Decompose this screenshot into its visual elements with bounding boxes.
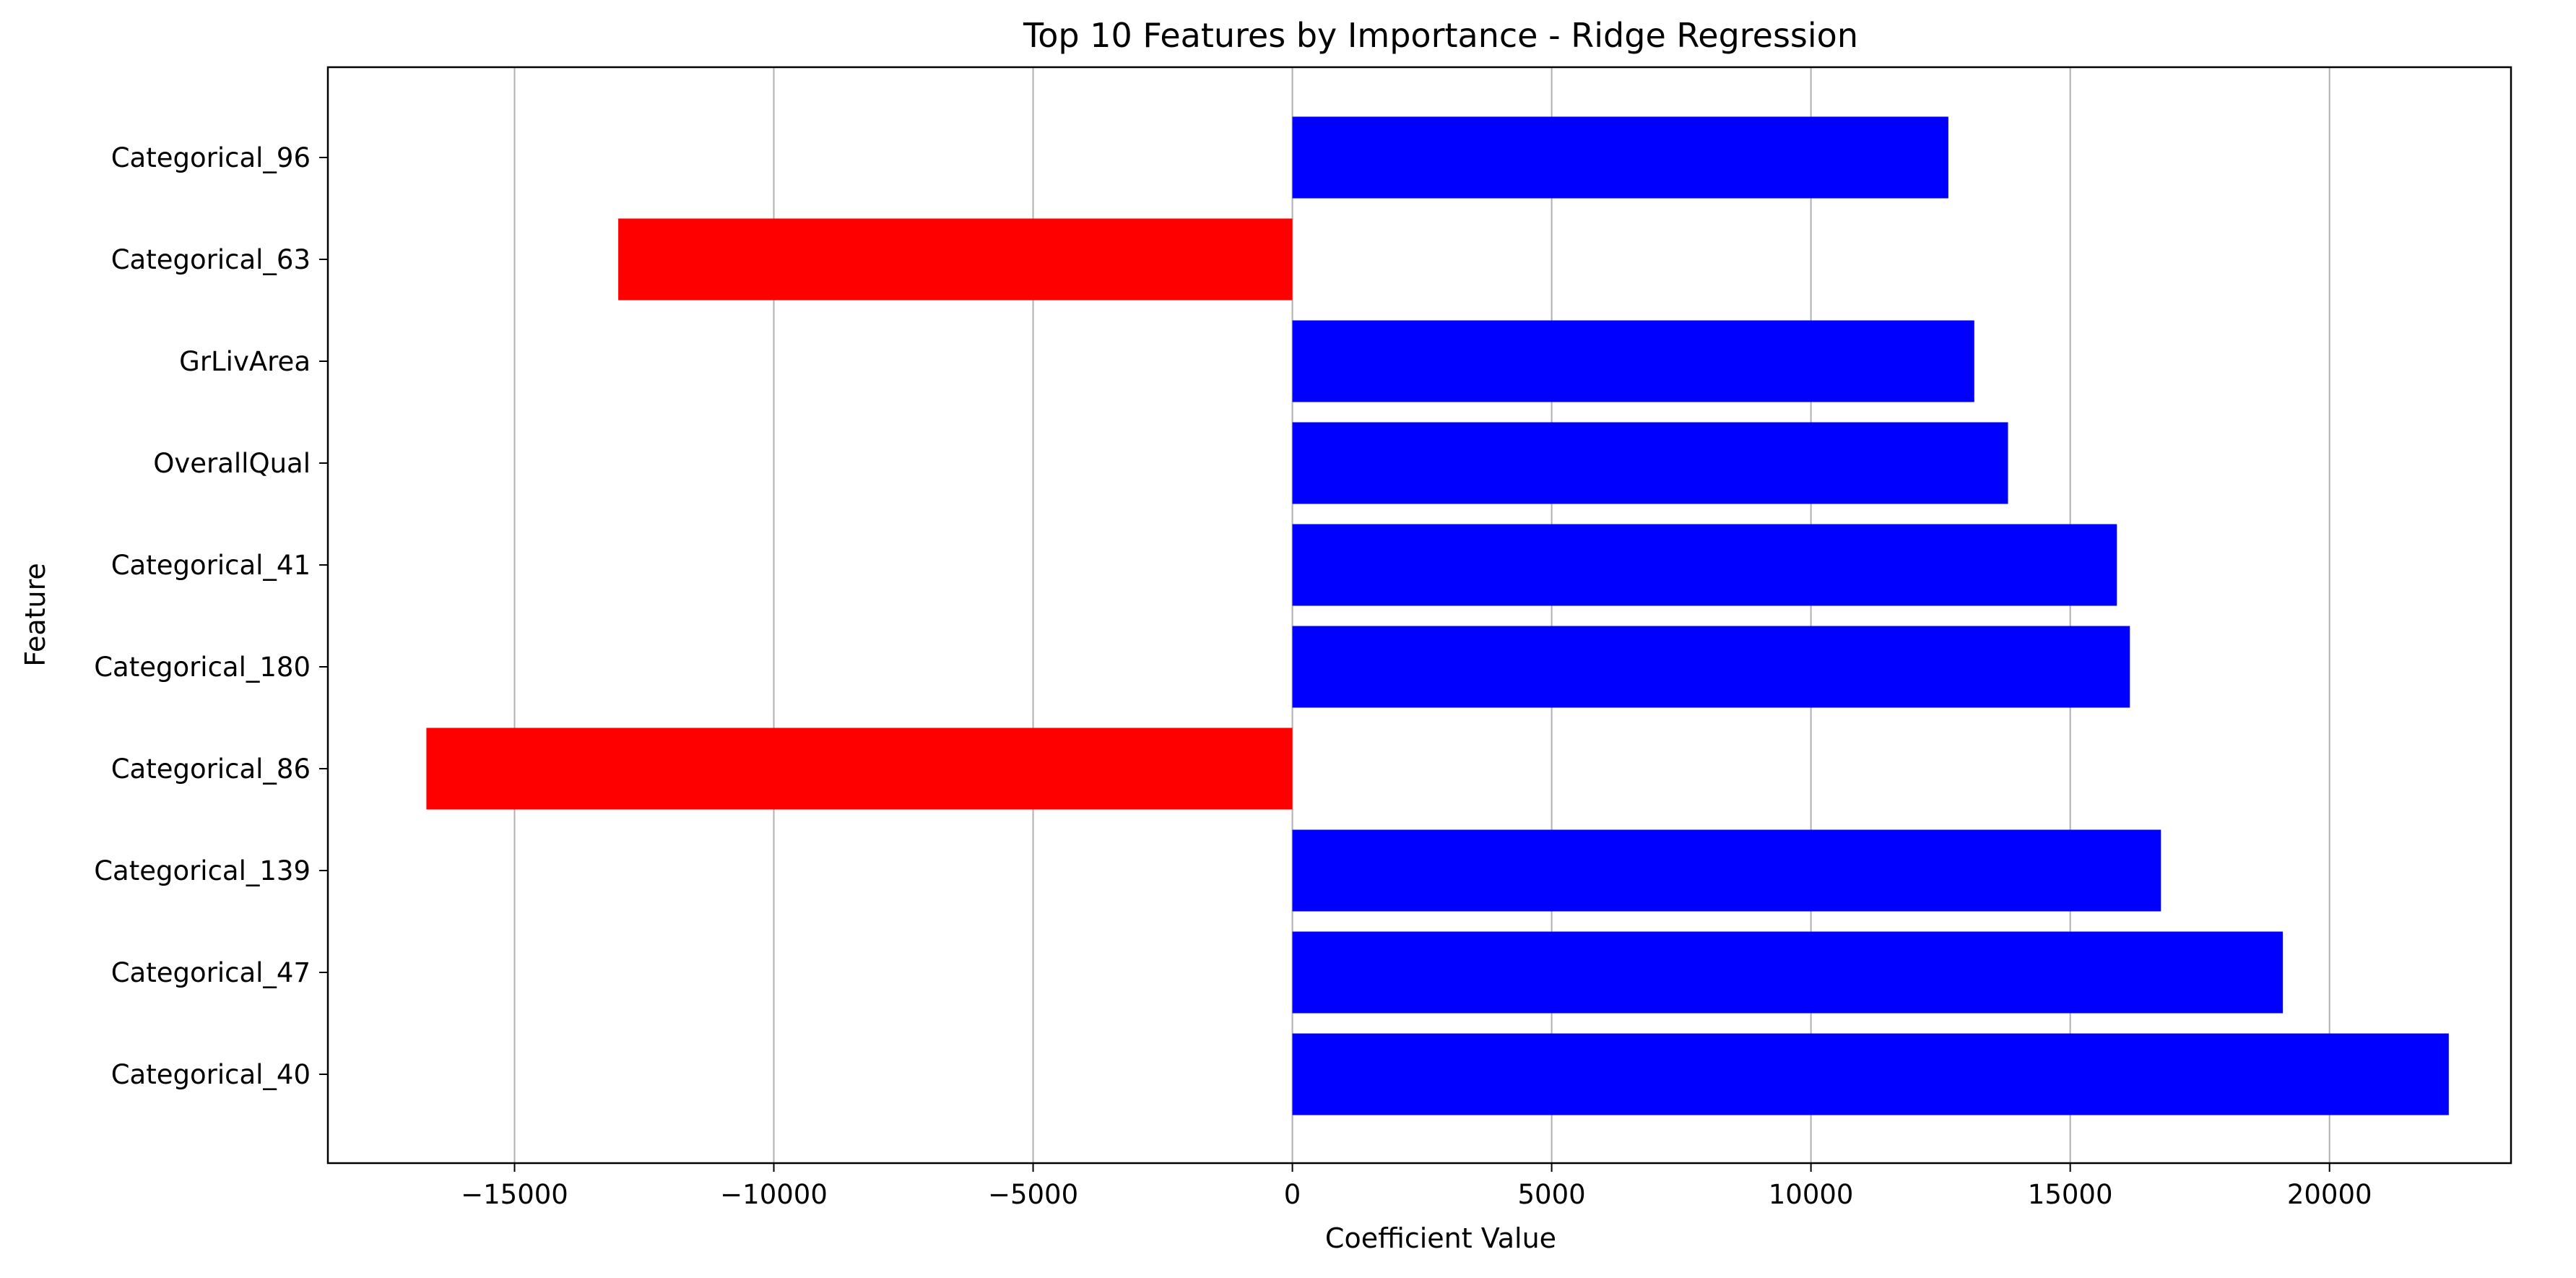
bars [426, 116, 2449, 1115]
x-tick-label: −15000 [461, 1179, 568, 1210]
bar-categorical-96 [1292, 116, 1948, 199]
y-tick-label: Categorical_63 [111, 244, 311, 275]
y-tick-label: Categorical_47 [111, 957, 311, 988]
y-tick-label: Categorical_180 [94, 652, 311, 683]
chart-title: Top 10 Features by Importance - Ridge Re… [1023, 16, 1858, 55]
bar-categorical-86 [426, 727, 1293, 810]
bar-grlivarea [1292, 320, 1974, 402]
bar-overallqual [1292, 422, 2008, 504]
x-axis-label: Coefficient Value [1325, 1222, 1556, 1254]
x-tick-label: 0 [1284, 1179, 1301, 1210]
x-axis-ticks: −15000 −10000 −5000 0 5000 10000 15000 20000 [461, 1163, 2372, 1210]
bar-categorical-180 [1292, 626, 2130, 708]
y-tick-label: Categorical_41 [111, 550, 311, 581]
bar-categorical-139 [1292, 829, 2161, 912]
bar-categorical-63 [618, 218, 1293, 301]
y-tick-label: OverallQual [153, 448, 311, 479]
y-tick-label: Categorical_96 [111, 142, 311, 173]
x-tick-label: 10000 [1769, 1179, 1854, 1210]
y-tick-label: GrLivArea [179, 346, 311, 377]
x-tick-label: −10000 [720, 1179, 828, 1210]
y-tick-label: Categorical_139 [94, 855, 311, 886]
plot-area-frame [326, 66, 2512, 1165]
bar-categorical-40 [1292, 1033, 2449, 1115]
bar-categorical-47 [1292, 931, 2284, 1014]
y-tick-label: Categorical_40 [111, 1059, 311, 1090]
x-tick-label: 5000 [1518, 1179, 1586, 1210]
y-axis-ticks: Categorical_96 Categorical_63 GrLivArea Ove… [94, 142, 328, 1090]
x-tick-label: 15000 [2028, 1179, 2113, 1210]
y-axis-label: Feature [19, 563, 51, 667]
x-tick-label: 20000 [2287, 1179, 2372, 1210]
y-tick-label: Categorical_86 [111, 754, 311, 785]
x-tick-label: −5000 [988, 1179, 1078, 1210]
bar-categorical-41 [1292, 524, 2117, 606]
